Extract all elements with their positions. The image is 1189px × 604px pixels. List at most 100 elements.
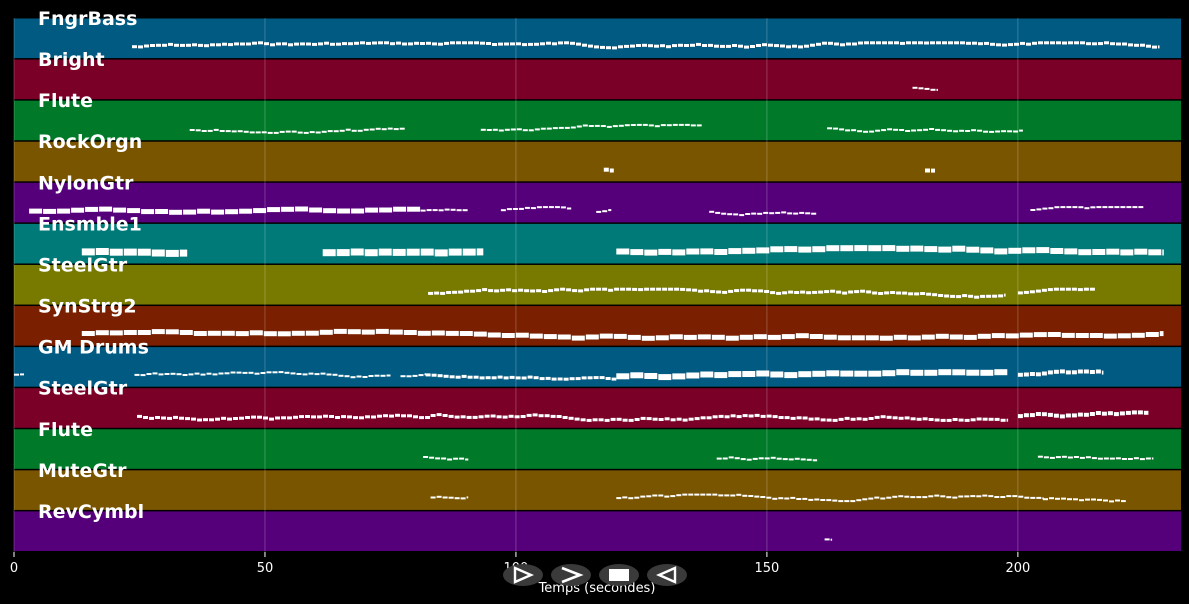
note-mark [1006, 418, 1009, 422]
note-mark [820, 499, 826, 501]
note-mark [712, 493, 718, 496]
track-label: NylonGtr [38, 172, 134, 194]
note-mark [438, 42, 443, 46]
note-mark [624, 44, 629, 48]
note-mark [1044, 41, 1049, 45]
note-mark [488, 289, 494, 293]
note-mark [1096, 206, 1102, 209]
track-label: RevCymbl [38, 501, 144, 523]
note-mark [1037, 455, 1043, 458]
note-mark [733, 213, 739, 216]
rewind-button[interactable] [647, 564, 687, 586]
note-mark [950, 294, 956, 298]
note-mark [1121, 500, 1126, 503]
note-mark [712, 415, 718, 419]
note-mark [443, 374, 449, 378]
note-mark [468, 41, 473, 45]
note-mark [284, 371, 290, 374]
stop-button[interactable] [599, 564, 639, 586]
note-mark [212, 373, 218, 376]
note-mark [1060, 206, 1066, 209]
note-mark [267, 207, 281, 213]
note-mark [261, 131, 267, 134]
note-mark [543, 334, 557, 340]
note-mark [998, 294, 1004, 298]
note-mark [497, 375, 503, 379]
note-mark [81, 248, 95, 256]
note-mark [1146, 44, 1151, 48]
note-mark [1056, 41, 1061, 45]
note-mark [882, 370, 896, 377]
note-mark [1159, 331, 1164, 337]
note-mark [146, 373, 152, 375]
note-mark [1065, 370, 1071, 375]
control-button-bg[interactable] [551, 564, 591, 586]
fast-forward-button[interactable] [551, 564, 591, 586]
note-mark [363, 128, 369, 131]
note-mark [902, 291, 908, 295]
note-mark [576, 42, 581, 46]
control-button-bg[interactable] [647, 564, 687, 586]
note-mark [1109, 457, 1115, 460]
play-button[interactable] [503, 564, 543, 586]
note-mark [968, 294, 974, 298]
note-mark [778, 497, 784, 500]
note-mark [725, 335, 739, 341]
note-mark [375, 328, 389, 334]
note-mark [441, 457, 447, 460]
note-mark [533, 376, 539, 380]
note-mark [977, 129, 983, 132]
note-mark [722, 457, 728, 460]
note-mark [593, 376, 599, 380]
note-mark [1007, 130, 1013, 133]
note-mark [922, 496, 928, 499]
note-mark [1047, 412, 1053, 417]
note-mark [682, 493, 688, 496]
note-mark [570, 41, 575, 45]
control-button-bg[interactable] [503, 564, 543, 586]
note-mark [338, 374, 344, 377]
note-mark [203, 418, 208, 422]
note-mark [781, 211, 787, 214]
note-mark [724, 415, 730, 419]
note-mark [155, 209, 169, 214]
note-mark [438, 209, 444, 212]
note-mark [603, 167, 609, 172]
note-mark [407, 206, 421, 212]
note-mark [942, 41, 947, 45]
note-mark [802, 497, 808, 500]
note-mark [420, 248, 434, 256]
note-mark [449, 375, 455, 379]
track-band [14, 18, 1181, 59]
note-mark [288, 43, 293, 47]
note-mark [714, 44, 719, 48]
note-mark [930, 41, 935, 45]
note-mark [85, 206, 99, 212]
track-notes [189, 123, 1023, 134]
note-mark [1077, 412, 1083, 417]
note-mark [576, 125, 582, 128]
note-mark [854, 370, 868, 377]
note-mark [446, 291, 452, 294]
note-mark [686, 248, 700, 255]
note-mark [353, 416, 358, 420]
note-mark [654, 44, 659, 48]
note-mark [143, 416, 148, 419]
note-mark [922, 417, 928, 421]
note-mark [1089, 370, 1095, 374]
note-mark [670, 418, 676, 422]
note-mark [914, 292, 920, 296]
note-mark [832, 499, 838, 502]
x-axis-title: Temps (secondes) [538, 581, 656, 596]
note-mark [800, 290, 806, 294]
note-mark [966, 369, 980, 376]
note-mark [150, 44, 155, 47]
note-mark [630, 44, 635, 48]
note-mark [1137, 410, 1143, 415]
note-mark [225, 130, 231, 133]
note-mark [646, 495, 652, 498]
note-mark [936, 41, 941, 45]
note-mark [165, 249, 179, 257]
playback-controls[interactable] [503, 564, 687, 586]
note-mark [509, 375, 515, 379]
